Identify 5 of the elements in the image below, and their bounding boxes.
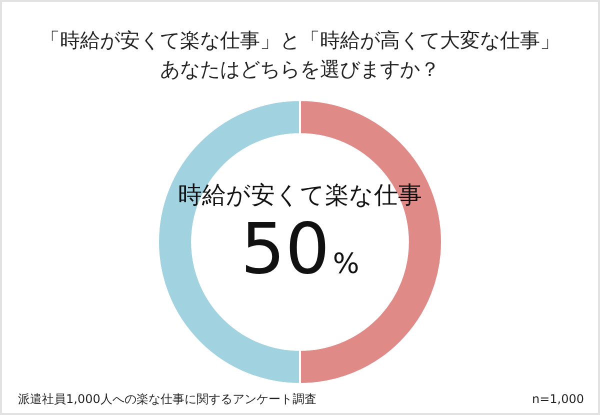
chart-title: 「時給が安くて楽な仕事」と「時給が高くて大変な仕事」あなたはどちらを選びますか？ [39,27,561,83]
text: n=1,000 [532,391,584,407]
text: 派遣社員1,000人への楽な仕事に関するアンケート調査 [18,391,316,407]
slice-label: 時給が安くて楽な仕事 [178,181,422,210]
data-label: 50% [240,208,360,290]
